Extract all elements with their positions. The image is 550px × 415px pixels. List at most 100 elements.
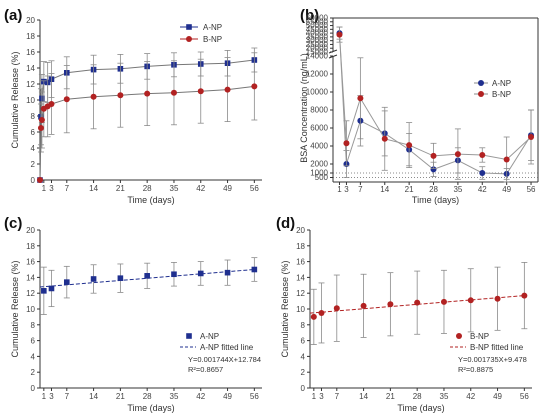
panel-c: (c) 0 2 4 6 8 10 12 14 16 18 20 1 3 7 14 21 28 35 42 49 56 Tim… xyxy=(4,215,262,413)
y-tick-label: 35000 xyxy=(306,32,329,41)
y-tick-label: 8 xyxy=(31,112,36,121)
y-tick-label: 4000 xyxy=(310,142,328,151)
x-tick-label: 14 xyxy=(89,184,98,193)
x-tick-label: 49 xyxy=(502,185,511,194)
data-point xyxy=(406,142,413,149)
y-tick-label: 2 xyxy=(31,160,36,169)
x-tick-label: 1 xyxy=(42,184,47,193)
data-point xyxy=(224,86,231,93)
data-point xyxy=(336,31,343,38)
y-tick-label: 50000 xyxy=(306,21,329,30)
y-tick-label: 4 xyxy=(301,352,306,361)
data-point xyxy=(48,285,55,292)
legend-marker xyxy=(478,91,484,97)
data-point xyxy=(430,166,437,173)
data-point xyxy=(37,125,44,131)
data-point xyxy=(430,152,437,159)
y-tick-label: 6 xyxy=(31,337,36,346)
series-a-np xyxy=(336,26,535,180)
x-tick-label: 21 xyxy=(405,185,414,194)
data-point xyxy=(528,134,535,140)
data-point xyxy=(503,156,510,163)
x-tick-label: 7 xyxy=(65,184,70,193)
series-b-np xyxy=(37,52,258,183)
y-tick-label: 8000 xyxy=(310,106,328,115)
x-tick-label: 21 xyxy=(116,184,125,193)
legend-label: B-NP xyxy=(492,90,511,99)
data-point xyxy=(479,170,486,176)
y-tick-label: 20 xyxy=(296,226,305,235)
y-tick-label: 2000 xyxy=(310,160,328,169)
series-b-np xyxy=(310,261,528,345)
data-point xyxy=(144,273,150,279)
x-tick-label: 56 xyxy=(250,392,259,401)
y-tick-label: 14 xyxy=(26,273,35,282)
y-tick-label: 4 xyxy=(31,352,36,361)
y-axis-label: Cumulative Release (%) xyxy=(10,260,20,357)
data-point xyxy=(197,270,204,277)
y-tick-label: 8 xyxy=(31,321,36,330)
x-tick-label: 14 xyxy=(380,185,389,194)
y-tick-label: 30000 xyxy=(306,36,329,45)
panel-a: (a) 0 2 4 6 8 10 12 14 16 18 20 1 3 7 14 21 28 35 42 49 56 Tim… xyxy=(4,7,262,205)
panel-label: (a) xyxy=(4,7,22,24)
y-tick-label: 12000 xyxy=(306,70,329,79)
y-tick-label: 6 xyxy=(31,128,36,137)
x-axis-label: Time (days) xyxy=(397,403,444,413)
data-point xyxy=(144,90,151,97)
data-point xyxy=(479,152,486,158)
data-point xyxy=(38,117,45,123)
data-point xyxy=(343,140,350,147)
panel-label: (d) xyxy=(276,215,295,232)
y-tick-label: 14 xyxy=(296,273,305,282)
x-tick-label: 21 xyxy=(386,392,395,401)
x-tick-label: 7 xyxy=(65,392,70,401)
panel-label: (c) xyxy=(4,215,22,232)
y-tick-label: 2 xyxy=(301,368,306,377)
data-point xyxy=(381,135,388,142)
x-tick-label: 42 xyxy=(478,185,487,194)
y-axis-label: Cumulative Release (%) xyxy=(10,51,20,148)
y-tick-label: 18 xyxy=(26,32,35,41)
series-line xyxy=(339,33,532,175)
data-point xyxy=(63,96,70,103)
panel-d: (d) 0 2 4 6 8 10 12 14 16 18 20 1 3 7 14 21 28 35 42 49 56 Tim… xyxy=(276,215,532,413)
y-tick-label: 16 xyxy=(26,48,35,57)
data-point xyxy=(333,305,340,312)
data-point xyxy=(494,295,501,302)
x-tick-label: 35 xyxy=(170,392,179,401)
legend-marker xyxy=(186,333,192,339)
data-point xyxy=(360,302,367,309)
legend-label: B-NP xyxy=(470,332,489,341)
legend-label: B-NP xyxy=(203,35,222,44)
y-tick-label: 20000 xyxy=(306,44,329,53)
data-point xyxy=(41,288,47,294)
data-point xyxy=(440,298,447,305)
x-tick-label: 28 xyxy=(413,392,422,401)
data-point xyxy=(37,177,43,183)
x-tick-label: 42 xyxy=(196,392,205,401)
data-point xyxy=(251,83,258,90)
x-tick-label: 56 xyxy=(520,392,529,401)
data-point xyxy=(251,266,258,273)
y-tick-label: 20 xyxy=(26,226,35,235)
x-axis-label: Time (days) xyxy=(127,403,174,413)
x-axis-label: Time (days) xyxy=(127,195,174,205)
x-tick-label: 1 xyxy=(337,185,342,194)
x-tick-label: 28 xyxy=(143,392,152,401)
x-tick-label: 56 xyxy=(250,184,259,193)
x-tick-label: 42 xyxy=(466,392,475,401)
y-tick-label: 6000 xyxy=(310,124,328,133)
y-tick-label: 1000 xyxy=(310,169,328,178)
x-tick-label: 35 xyxy=(170,184,179,193)
y-tick-label: 16 xyxy=(296,258,305,267)
legend-fit-label: A-NP fitted line xyxy=(200,343,254,352)
x-axis-label: Time (days) xyxy=(412,195,459,205)
data-point xyxy=(387,301,394,308)
y-tick-label: 18 xyxy=(296,242,305,251)
y-tick-label: 8 xyxy=(301,321,306,330)
data-point xyxy=(310,313,317,320)
x-tick-label: 49 xyxy=(223,392,232,401)
y-axis-label: BSA Concentration (ng/mL) xyxy=(299,53,309,163)
fit-equation: Y=0.001735X+9.478 xyxy=(458,355,527,364)
